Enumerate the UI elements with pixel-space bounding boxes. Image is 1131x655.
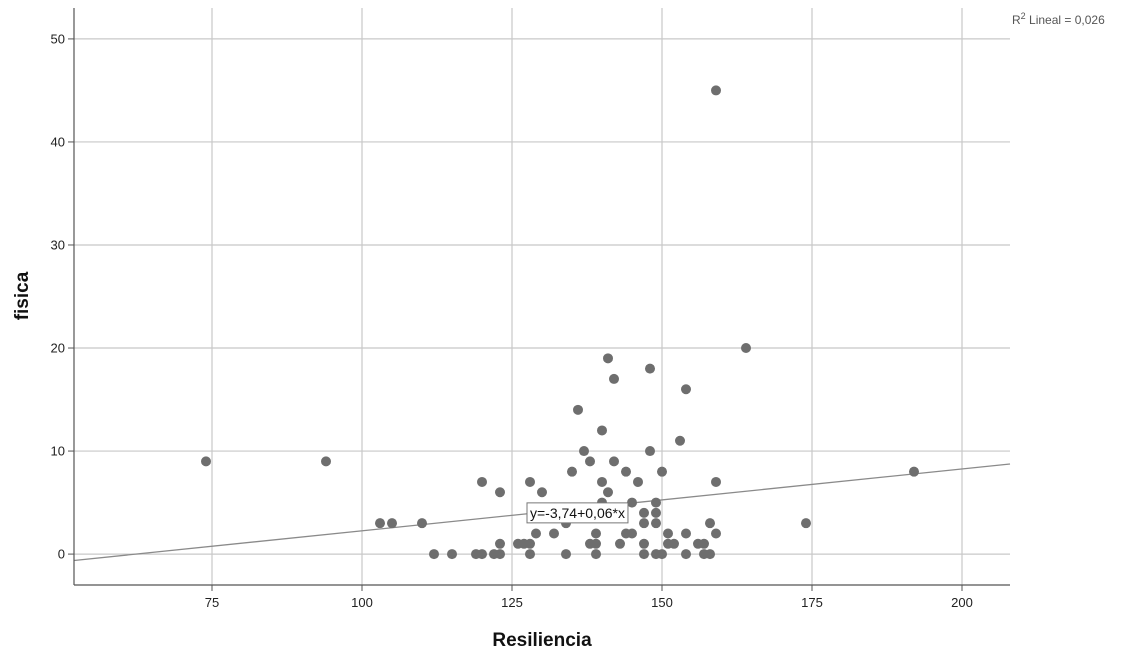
tick-labels: 75 100 125 150 175 200 0 10 20 30 40 50 <box>51 31 973 610</box>
data-point <box>495 538 505 549</box>
data-point <box>591 538 601 549</box>
y-tick-label: 50 <box>51 31 65 46</box>
y-tick-label: 0 <box>58 547 65 562</box>
data-point <box>627 528 637 539</box>
data-point <box>909 466 919 477</box>
data-point <box>585 456 595 467</box>
data-point <box>675 435 685 446</box>
data-point <box>597 476 607 487</box>
data-point <box>387 518 397 529</box>
data-point <box>663 528 673 539</box>
data-point <box>651 507 661 518</box>
data-point <box>639 518 649 529</box>
data-point <box>447 549 457 560</box>
data-point <box>201 456 211 467</box>
data-point <box>705 518 715 529</box>
data-point <box>681 384 691 395</box>
data-point <box>645 446 655 457</box>
fit-equation-box <box>526 502 629 524</box>
data-point <box>657 549 667 560</box>
x-tick-label: 150 <box>651 595 673 610</box>
grid-lines <box>74 8 1010 585</box>
data-point <box>681 549 691 560</box>
data-point <box>609 373 619 384</box>
data-point <box>669 538 679 549</box>
data-point <box>603 487 613 498</box>
y-tick-label: 20 <box>51 341 65 356</box>
fit-equation-label: y=-3,74+0,06*x <box>526 502 629 524</box>
data-point <box>699 538 709 549</box>
data-point <box>567 466 577 477</box>
data-point <box>495 487 505 498</box>
data-point <box>651 518 661 529</box>
data-point <box>417 518 427 529</box>
x-tick-label: 100 <box>351 595 373 610</box>
x-tick-label: 125 <box>501 595 523 610</box>
data-point <box>321 456 331 467</box>
data-point <box>573 404 583 415</box>
fit-equation-text: y=-3,74+0,06*x <box>530 505 625 521</box>
data-point <box>681 528 691 539</box>
data-point <box>531 528 541 539</box>
y-tick-label: 40 <box>51 134 65 149</box>
data-point <box>639 538 649 549</box>
data-point <box>525 549 535 560</box>
data-point <box>591 528 601 539</box>
x-axis-title: Resiliencia <box>492 630 592 651</box>
data-point <box>603 353 613 364</box>
data-point <box>525 538 535 549</box>
data-point <box>597 425 607 436</box>
r2-annotation: R2 Lineal = 0,026 <box>1012 11 1105 27</box>
data-point <box>651 497 661 508</box>
y-tick-label: 10 <box>51 444 65 459</box>
data-point <box>375 518 385 529</box>
data-point <box>711 476 721 487</box>
y-axis-title: fisica <box>12 271 33 320</box>
data-point <box>579 446 589 457</box>
axes <box>68 8 1010 591</box>
data-points <box>201 85 919 560</box>
data-point <box>495 549 505 560</box>
data-point <box>801 518 811 529</box>
data-point <box>657 466 667 477</box>
data-point <box>609 456 619 467</box>
data-point <box>477 476 487 487</box>
data-point <box>711 528 721 539</box>
data-point <box>705 549 715 560</box>
x-tick-label: 200 <box>951 595 973 610</box>
data-point <box>711 85 721 96</box>
data-point <box>633 476 643 487</box>
data-point <box>561 549 571 560</box>
data-point <box>645 363 655 374</box>
data-point <box>477 549 487 560</box>
data-point <box>639 507 649 518</box>
data-point <box>639 549 649 560</box>
x-tick-label: 175 <box>801 595 823 610</box>
data-point <box>615 538 625 549</box>
data-point <box>429 549 439 560</box>
data-point <box>537 487 547 498</box>
data-point <box>627 497 637 508</box>
data-point <box>525 476 535 487</box>
y-tick-label: 30 <box>51 237 65 252</box>
data-point <box>621 466 631 477</box>
x-tick-label: 75 <box>205 595 219 610</box>
data-point <box>549 528 559 539</box>
data-point <box>591 549 601 560</box>
data-point <box>741 343 751 354</box>
